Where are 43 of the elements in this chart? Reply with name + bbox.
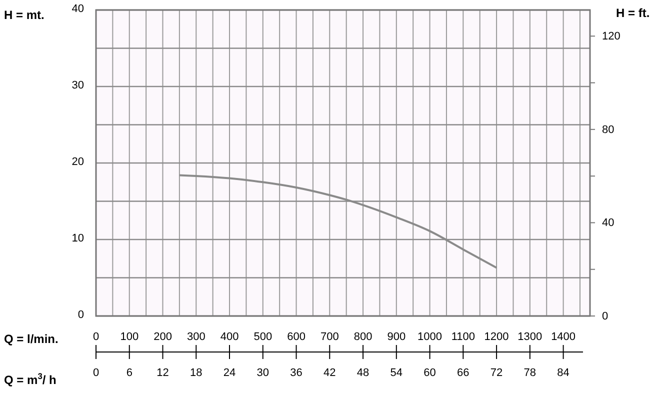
x-axis-title: Q = l/min.: [4, 332, 58, 346]
x2-tick-label: 72: [490, 366, 503, 379]
x2-tick-label: 54: [390, 366, 403, 379]
x2-tick-label: 78: [524, 366, 536, 379]
x2-tick-label: 60: [424, 366, 436, 379]
x-tick-label: 1300: [518, 331, 542, 343]
x-tick-label: 500: [254, 331, 272, 343]
x-tick-label: 900: [387, 331, 406, 343]
x-tick-label: 800: [354, 331, 372, 343]
x-tick-label: 300: [186, 331, 206, 343]
y2-tick-label: 40: [602, 217, 614, 230]
x-tick-label: 100: [120, 331, 139, 343]
x2-tick-label: 12: [156, 366, 169, 379]
x-tick-label: 700: [320, 331, 339, 343]
y-tick-label: 20: [72, 156, 84, 168]
y-axis-title: H = mt.: [4, 8, 44, 22]
x2-tick-label: 0: [92, 366, 100, 379]
x2-axis-title: Q = m$^{3}$/ h: [4, 371, 56, 387]
x2-tick-label: 66: [457, 366, 470, 379]
x-tick-label: 0: [92, 331, 100, 343]
x2-tick-label: 18: [190, 366, 202, 379]
x2-tick-label: 30: [256, 366, 270, 379]
x2-tick-label: 84: [557, 366, 570, 379]
y2-tick-label: 0: [602, 310, 608, 323]
y2-tick-label: 80: [602, 124, 614, 136]
y2-axis-title: H = ft.: [616, 6, 650, 20]
x-tick-label: 400: [220, 331, 239, 343]
x-tick-label: 600: [287, 331, 306, 343]
y2-tick-label: 120: [602, 30, 620, 43]
x2-tick-label: 48: [356, 366, 370, 379]
y-tick-label: 30: [72, 80, 84, 92]
x-tick-label: 1200: [484, 331, 509, 343]
x2-tick-label: 42: [324, 366, 336, 379]
x-tick-label: 1000: [418, 331, 442, 343]
x-tick-label: 200: [154, 331, 172, 343]
y-tick-label: 10: [72, 232, 84, 245]
y-tick-label: 40: [72, 3, 84, 16]
y-tick-label: 0: [78, 309, 84, 322]
x-tick-label: 1400: [551, 331, 576, 343]
x2-tick-label: 6: [126, 366, 132, 379]
x-tick-label: 1100: [451, 331, 475, 343]
x2-tick-label: 36: [290, 366, 302, 379]
x2-tick-label: 24: [223, 366, 236, 379]
